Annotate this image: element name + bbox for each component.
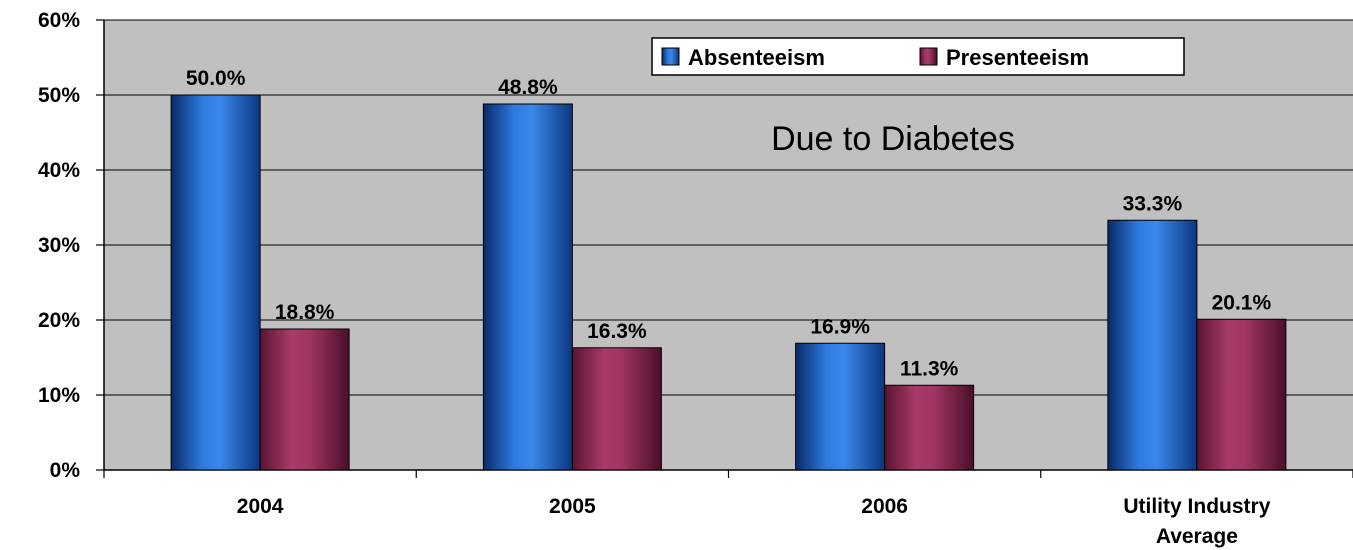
legend: Absenteeism Presenteeism xyxy=(651,37,1185,76)
data-label: 16.3% xyxy=(587,320,647,343)
y-tick-label: 50% xyxy=(38,84,80,107)
data-labels: 50.0% 18.8% 48.8% 16.3% 16.9% 11.3% 33.3% 20.1% xyxy=(186,67,1272,380)
y-tick-label: 0% xyxy=(50,459,81,482)
bar-absenteeism-0 xyxy=(170,94,261,471)
data-label: 50.0% xyxy=(186,67,246,90)
bar-absenteeism-2 xyxy=(795,342,886,471)
bar-presenteeism-0 xyxy=(259,328,350,471)
data-label: 48.8% xyxy=(498,76,558,99)
legend-label-absenteeism: Absenteeism xyxy=(688,45,825,70)
legend-swatch-absenteeism xyxy=(661,47,680,66)
y-tick-label: 40% xyxy=(38,159,80,182)
y-tick-label: 30% xyxy=(38,234,80,257)
legend-label-presenteeism: Presenteeism xyxy=(946,45,1089,70)
x-tick-label: 2005 xyxy=(549,495,596,518)
bar-presenteeism-3 xyxy=(1196,318,1287,471)
x-tick-label: Average xyxy=(1156,525,1238,548)
data-label: 20.1% xyxy=(1212,291,1272,314)
data-label: 16.9% xyxy=(810,315,870,338)
x-tick-label: 2006 xyxy=(861,495,908,518)
x-tick-label: 2004 xyxy=(237,495,284,518)
bar-presenteeism-2 xyxy=(884,384,975,471)
bar-absenteeism-1 xyxy=(482,103,573,471)
bars xyxy=(170,94,1287,471)
bar-absenteeism-3 xyxy=(1107,219,1198,471)
data-label: 18.8% xyxy=(275,301,335,324)
y-tick-label: 20% xyxy=(38,309,80,332)
bar-presenteeism-1 xyxy=(571,347,662,471)
y-tick-label: 10% xyxy=(38,384,80,407)
data-label: 33.3% xyxy=(1123,192,1183,215)
chart-annotation: Due to Diabetes xyxy=(771,120,1015,158)
x-tick-label: Utility Industry xyxy=(1123,495,1270,518)
legend-box xyxy=(651,37,1185,76)
y-tick-label: 60% xyxy=(38,9,80,32)
legend-swatch-presenteeism xyxy=(919,47,938,66)
data-label: 11.3% xyxy=(900,357,959,380)
